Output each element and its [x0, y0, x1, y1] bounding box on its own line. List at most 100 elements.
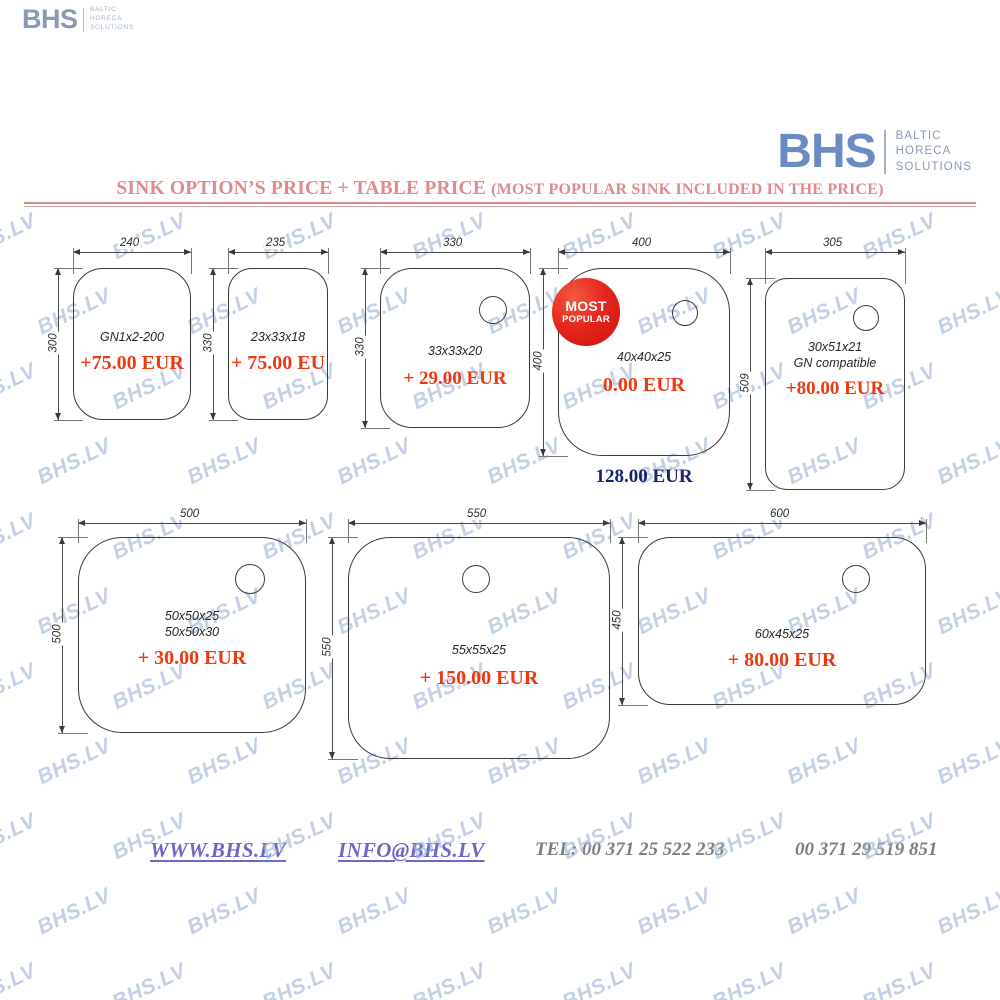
extension-line: [730, 248, 731, 274]
dimension-line-horizontal: [73, 252, 191, 253]
footer-brand-subtitle: BALTIC HORECA SOLUTIONS: [90, 6, 134, 32]
extension-line: [306, 519, 307, 543]
sink-outline: [228, 268, 328, 420]
dimension-width-label: 550: [465, 508, 489, 520]
dimension-width-label: 235: [264, 237, 288, 249]
sink-model-line1: GN1x2-200: [100, 330, 164, 344]
dimension-arrow-down: [210, 413, 216, 420]
extension-line: [78, 519, 79, 543]
sink-outline: [765, 278, 905, 490]
extension-line: [765, 248, 766, 284]
extension-line: [209, 420, 238, 421]
sink-price-label: + 75.00 EU: [230, 352, 326, 374]
dimension-arrow-up: [619, 537, 625, 544]
dimension-arrow-down: [329, 752, 335, 759]
footer-brand-divider: [82, 7, 85, 32]
sink-model-line1: 30x51x21: [807, 340, 863, 354]
dimension-height-label: 509: [739, 371, 752, 395]
email-link[interactable]: INFO@BHS.LV: [338, 838, 485, 862]
dimension-arrow-up: [747, 278, 753, 285]
sink-model-label: 40x40x25: [558, 350, 730, 366]
sink-diagram[interactable]: 55x55x25 + 150.00 EUR: [348, 537, 610, 759]
dimension-height-label: 330: [202, 331, 215, 355]
dimension-arrow-down: [747, 483, 753, 490]
extension-line: [328, 537, 358, 538]
brand-mark: BHS: [777, 125, 876, 178]
extension-line: [328, 248, 329, 274]
dimension-arrow-right: [723, 249, 730, 255]
sink-model-label: 23x33x18: [228, 330, 328, 346]
sink-total-price: 128.00 EUR: [595, 466, 693, 487]
dimension-width-label: 400: [630, 237, 654, 249]
sink-diagram[interactable]: 23x33x18 + 75.00 EU: [228, 268, 328, 420]
sink-model-line1: 40x40x25: [616, 350, 672, 364]
page-title-block: SINK OPTION’S PRICE + TABLE PRICE (MOST …: [0, 178, 1000, 207]
sink-price-label: + 29.00 EUR: [403, 368, 507, 389]
extension-line: [209, 268, 238, 269]
sink-price-label: + 30.00 EUR: [137, 647, 247, 669]
dimension-arrow-down: [55, 413, 61, 420]
dimension-width-label: 600: [768, 508, 792, 520]
sink-model-line2: 50x50x30: [164, 624, 220, 639]
dimension-width-label: 330: [441, 237, 465, 249]
dimension-height-label: 300: [47, 331, 60, 355]
header-brand-logo: BHS BALTIC HORECA SOLUTIONS: [777, 128, 972, 176]
page-title-main: SINK OPTION’S PRICE + TABLE PRICE: [116, 178, 487, 199]
drain-hole: [235, 564, 265, 594]
extension-line: [361, 268, 390, 269]
sink-model-label: 50x50x25 50x50x30: [78, 609, 306, 640]
extension-line: [54, 268, 83, 269]
sink-diagram[interactable]: 40x40x25 0.00 EUR MOST POPULAR 128.00 EUR: [552, 268, 730, 487]
drain-hole: [462, 565, 490, 593]
footer: [0, 826, 1000, 886]
extension-line: [539, 268, 568, 269]
footer-brand-subtitle-line2: HORECA: [90, 15, 123, 23]
dimension-height-label: 500: [51, 622, 64, 646]
dimension-line-horizontal: [638, 523, 926, 524]
sink-diagram[interactable]: 50x50x25 50x50x30 + 30.00 EUR: [78, 537, 306, 733]
extension-line: [746, 278, 775, 279]
extension-line: [610, 519, 611, 543]
extension-line: [328, 759, 358, 760]
dimension-arrow-down: [59, 726, 65, 733]
drain-hole: [853, 305, 879, 331]
dimension-arrow-right: [184, 249, 191, 255]
sink-model-label: 55x55x25: [348, 643, 610, 659]
extension-line: [530, 248, 531, 274]
dimension-arrow-right: [898, 249, 905, 255]
sink-diagram[interactable]: 33x33x20 + 29.00 EUR: [380, 268, 530, 428]
sink-outline: [78, 537, 306, 733]
sink-diagram[interactable]: GN1x2-200 +75.00 EUR: [73, 268, 191, 420]
dimension-arrow-right: [603, 520, 610, 526]
title-divider: [24, 202, 976, 207]
sink-outline: [380, 268, 530, 428]
sink-model-line2: GN compatible: [793, 355, 877, 370]
sink-model-line1: 50x50x25: [164, 609, 220, 623]
extension-line: [228, 248, 229, 274]
footer-brand-mark: BHS: [22, 4, 78, 34]
badge-line1: MOST: [565, 298, 607, 315]
website-link[interactable]: WWW.BHS.LV: [150, 838, 287, 862]
dimension-height-label: 330: [354, 335, 367, 359]
phone-primary: TEL: 00 371 25 522 233: [535, 839, 725, 860]
dimension-width-label: 305: [821, 237, 845, 249]
page-title-note: (MOST POPULAR SINK INCLUDED IN THE PRICE…: [491, 181, 884, 198]
sink-model-label: 33x33x20: [380, 344, 530, 360]
dimension-arrow-left: [73, 249, 80, 255]
brand-subtitle-line1: BALTIC: [895, 130, 942, 143]
extension-line: [618, 537, 648, 538]
dimension-line-horizontal: [78, 523, 306, 524]
sink-price-label: 0.00 EUR: [602, 374, 686, 396]
dimension-arrow-right: [299, 520, 306, 526]
drain-hole: [672, 300, 698, 326]
sink-diagram[interactable]: 60x45x25 + 80.00 EUR: [638, 537, 926, 705]
dimension-arrow-up: [59, 537, 65, 544]
brand-divider: [883, 130, 886, 174]
sink-diagram[interactable]: 30x51x21 GN compatible +80.00 EUR: [765, 278, 905, 490]
dimension-line-horizontal: [228, 252, 328, 253]
brand-subtitle-line3: SOLUTIONS: [895, 160, 972, 173]
dimension-line-horizontal: [348, 523, 610, 524]
sink-model-label: 30x51x21 GN compatible: [765, 340, 905, 371]
dimension-arrow-up: [55, 268, 61, 275]
